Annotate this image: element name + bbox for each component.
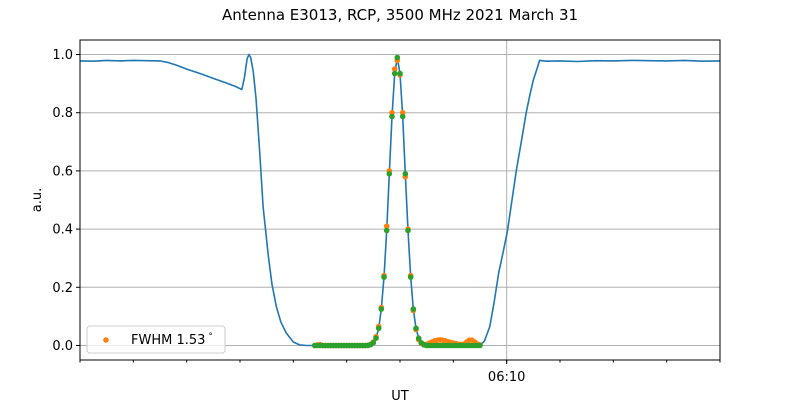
data-point-series-2 <box>394 54 401 61</box>
data-point-series-2 <box>397 70 403 77</box>
y-tick-label: 0.4 <box>52 223 73 238</box>
data-point-series-2 <box>370 340 377 346</box>
y-tick-label: 0.8 <box>52 106 73 121</box>
axes-frame <box>79 39 721 361</box>
series-line <box>79 53 721 347</box>
y-tick-label: 0.0 <box>52 339 73 354</box>
legend-label-unit: ° <box>208 332 213 342</box>
legend-label: FWHM 1.53 ° <box>131 332 213 348</box>
data-point-series-2 <box>407 274 414 280</box>
data-point-series-2 <box>381 274 387 280</box>
data-point-series-2 <box>477 342 483 349</box>
y-axis-label: a.u. <box>30 188 45 212</box>
chart-title: Antenna E3013, RCP, 3500 MHz 2021 March … <box>222 6 578 24</box>
data-point-series-1 <box>383 223 390 229</box>
data-point-series-2 <box>391 70 398 77</box>
y-tick-label: 0.6 <box>52 164 73 179</box>
data-point-series-2 <box>383 227 390 234</box>
y-tick-label: 0.2 <box>52 281 73 296</box>
x-axis-label: UT <box>391 389 409 400</box>
grid <box>80 40 720 360</box>
x-tick-label: 06:10 <box>488 370 525 385</box>
y-tick-label: 1.0 <box>52 48 73 63</box>
data-point-series-2 <box>399 113 406 120</box>
data-point-series-2 <box>386 171 393 177</box>
legend: FWHM 1.53 ° <box>86 325 226 354</box>
data-point-series-2 <box>378 306 385 312</box>
data-point-series-2 <box>415 335 422 342</box>
plot-area <box>79 53 721 349</box>
data-point-series-2 <box>375 325 382 332</box>
data-point-series-2 <box>405 227 411 234</box>
data-point-series-2 <box>413 325 419 332</box>
legend-marker <box>103 337 109 343</box>
data-point-series-2 <box>402 171 409 177</box>
legend-box <box>86 325 226 354</box>
legend-label-text: FWHM 1.53 <box>131 333 205 348</box>
data-point-series-2 <box>373 335 379 342</box>
ticks: 0.0 0.2 0.4 0.6 0.8 1.0 06:10 <box>52 48 721 385</box>
data-point-series-2 <box>410 306 417 312</box>
data-point-series-2 <box>389 113 395 120</box>
data-point-series-1 <box>391 66 398 72</box>
